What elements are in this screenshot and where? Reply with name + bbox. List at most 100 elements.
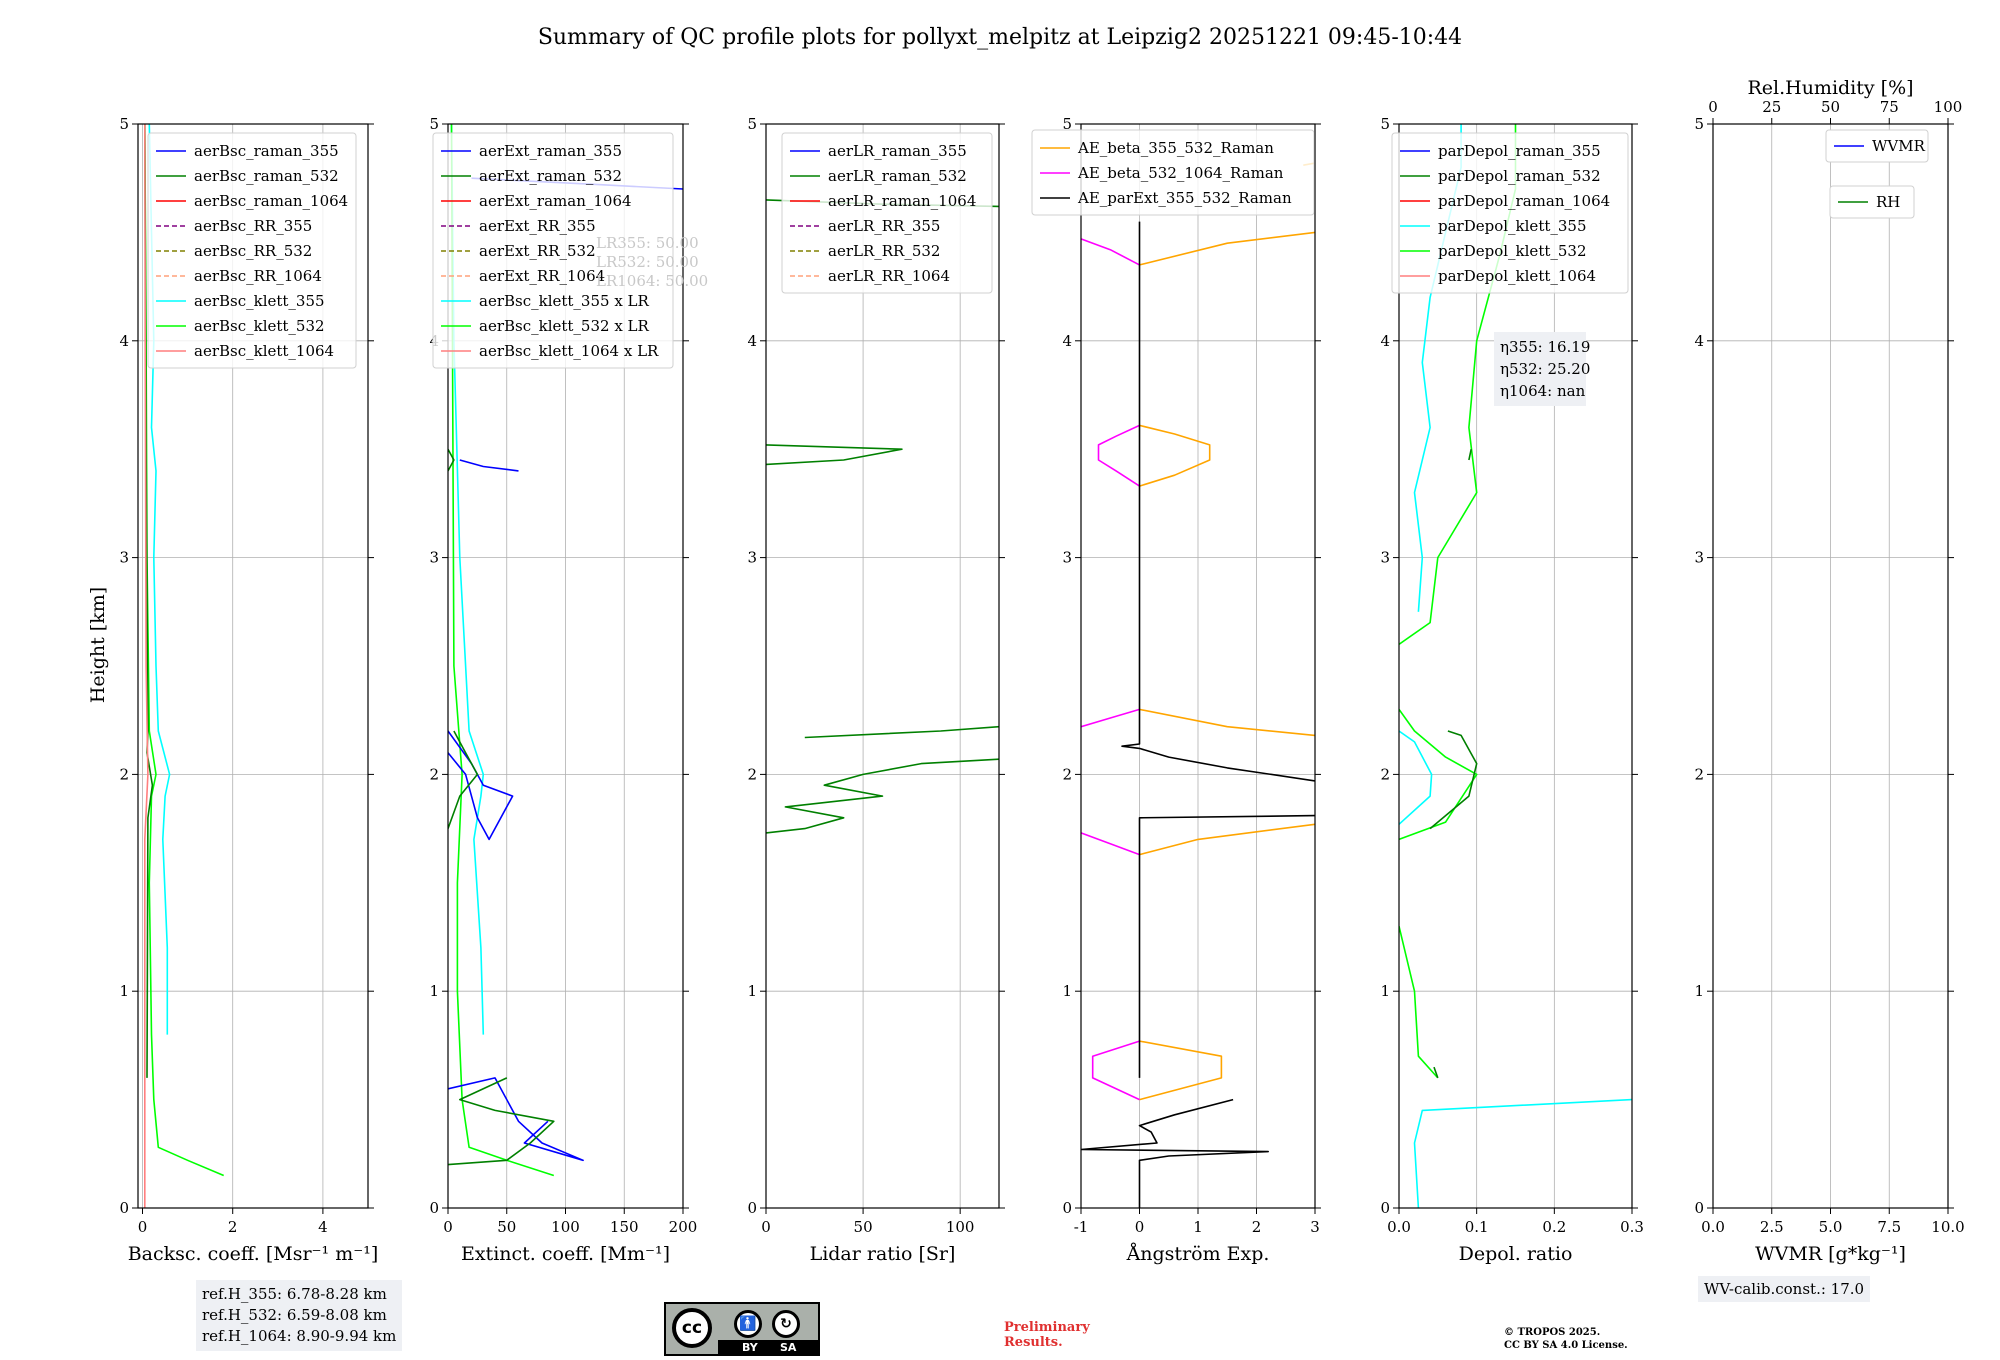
y-tick-label: 5 [429,115,439,133]
series-line-ae-parext-355-532-raman [1121,221,1315,782]
cc-by-label: BY [742,1341,758,1354]
wv-calibration-box: WV-calib.const.: 17.0 [1698,1276,1871,1302]
legend-label: AE_beta_532_1064_Raman [1077,164,1284,182]
copyright-line-1: © TROPOS 2025. [1504,1327,1601,1338]
y-tick-label: 0 [747,1199,757,1217]
series-line-ae-beta-532-1064-raman [1081,708,1140,728]
y-tick-label: 0 [119,1199,129,1217]
y-tick-label: 3 [1062,549,1072,567]
legend-box [147,132,357,369]
y-axis-label: Height [km] [87,587,109,703]
axes-frame [1398,123,1633,1209]
x-tick-label: 5.0 [1819,1218,1843,1236]
legend-label: parDepol_klett_532 [1438,242,1587,260]
legend-label: aerLR_RR_355 [828,217,940,235]
cc-license-logo[interactable]: cc 🚹 ↻ BY SA [664,1302,820,1356]
cc-icon: cc [672,1308,712,1348]
series-line-pardepol-raman-532 [1433,1066,1439,1079]
x-axis-label: Extinct. coeff. [Mm⁻¹] [461,1243,670,1265]
legend-label: aerBsc_klett_355 [194,292,325,310]
x-tick-label: 2 [1252,1218,1262,1236]
x-tick-label: 0.2 [1542,1218,1566,1236]
y-tick-label: 2 [119,765,129,783]
x-tick-label: 0 [443,1218,453,1236]
x-tick-label: 150 [610,1218,639,1236]
series-line-ae-beta-355-532-raman [1139,424,1211,487]
series-line-aerbsc-klett-1064 [144,124,149,1208]
legend-label: aerLR_raman_532 [828,167,967,185]
x2-tick-label: 25 [1762,98,1781,116]
legend-label: AE_beta_355_532_Raman [1077,139,1274,157]
series-line-pardepol-klett-532 [1399,708,1478,841]
series-line-ae-parext-355-532-raman [1081,1098,1269,1208]
legend-box-wvmr [1825,129,1929,163]
x-tick-label: 100 [551,1218,580,1236]
axes-frame [137,123,369,1209]
y-tick-label: 2 [1062,765,1072,783]
x-tick-label: 2.5 [1760,1218,1784,1236]
cc-sa-label: SA [780,1341,797,1354]
legend-box-rh [1829,185,1915,219]
series-line-aerlr-raman-532 [804,725,999,739]
lidar-ratio-annotation: LR355: 50.00 [596,234,699,252]
series-line-ae-parext-355-532-raman [1138,814,1315,1078]
eta-label: η532: 25.20 [1500,360,1590,378]
legend-label: parDepol_klett_1064 [1438,267,1596,285]
axes-frame [765,123,1000,1209]
legend-label: aerExt_RR_1064 [479,267,605,285]
x-tick-label: 1 [1193,1218,1203,1236]
x-tick-label: 0.0 [1701,1218,1725,1236]
legend-label: parDepol_raman_1064 [1438,192,1610,210]
series-line-pardepol-klett-355 [1413,1098,1632,1208]
x-axis-label: Depol. ratio [1459,1243,1573,1265]
y-tick-label: 5 [747,115,757,133]
legend-label: aerBsc_klett_532 [194,317,325,335]
legend-label: AE_parExt_355_532_Raman [1077,189,1292,207]
x2-tick-label: 50 [1821,98,1840,116]
legend-label: aerBsc_raman_1064 [194,192,348,210]
x-tick-label: 2 [228,1218,238,1236]
legend-label: aerBsc_klett_1064 x LR [479,342,659,360]
by-person-icon: 🚹 [734,1310,762,1338]
y-tick-label: 0 [429,1199,439,1217]
y-tick-label: 3 [1380,549,1390,567]
y-tick-label: 1 [1694,982,1704,1000]
y-tick-label: 2 [1694,765,1704,783]
y-tick-label: 3 [747,549,757,567]
preliminary-line-2: Results. [1004,1335,1063,1350]
lidar-ratio-annotation: LR532: 50.00 [596,253,699,271]
series-line-aerlr-raman-532 [766,444,903,466]
series-line-ae-beta-355-532-raman [1139,823,1315,856]
series-line-ae-beta-532-1064-raman [1091,1040,1140,1101]
y-tick-label: 0 [1062,1199,1072,1217]
legend-label: aerBsc_raman_355 [194,142,339,160]
y-tick-label: 3 [1694,549,1704,567]
x-tick-label: 0 [138,1218,148,1236]
legend-label: aerExt_raman_1064 [479,192,632,210]
series-line-ae-beta-355-532-raman [1139,231,1315,266]
reference-height-box: ref.H_355: 6.78-8.28 km ref.H_532: 6.59-… [196,1280,403,1351]
legend-label: aerBsc_klett_532 x LR [479,317,650,335]
y-tick-label: 1 [429,982,439,1000]
x2-tick-label: 75 [1880,98,1899,116]
ref-height-1064: ref.H_1064: 8.90-9.94 km [202,1327,397,1345]
series-line-ae-beta-532-1064-raman [1081,832,1140,856]
x-axis-label: Backsc. coeff. [Msr⁻¹ m⁻¹] [128,1243,379,1265]
legend-label: WVMR [1872,137,1926,155]
y-tick-label: 1 [119,982,129,1000]
series-line-pardepol-klett-532 [1399,926,1439,1079]
legend-label: aerBsc_klett_1064 [194,342,334,360]
x-tick-label: 50 [854,1218,873,1236]
y-tick-label: 4 [1062,332,1072,350]
profile-panel-3: 0 50 100 0 1 2 3 4 5 Lidar ratio [Sr] aerLR_raman_… [747,115,1005,1265]
legend-label: aerBsc_raman_532 [194,167,339,185]
series-line-aerext-raman-355 [448,1077,584,1162]
ref-height-355: ref.H_355: 6.78-8.28 km [202,1285,387,1303]
legend-box [1391,132,1629,294]
copyright-note: © TROPOS 2025. CC BY SA 4.0 License. [1504,1326,1628,1352]
y-tick-label: 4 [1694,332,1704,350]
x-tick-label: 3 [1310,1218,1320,1236]
